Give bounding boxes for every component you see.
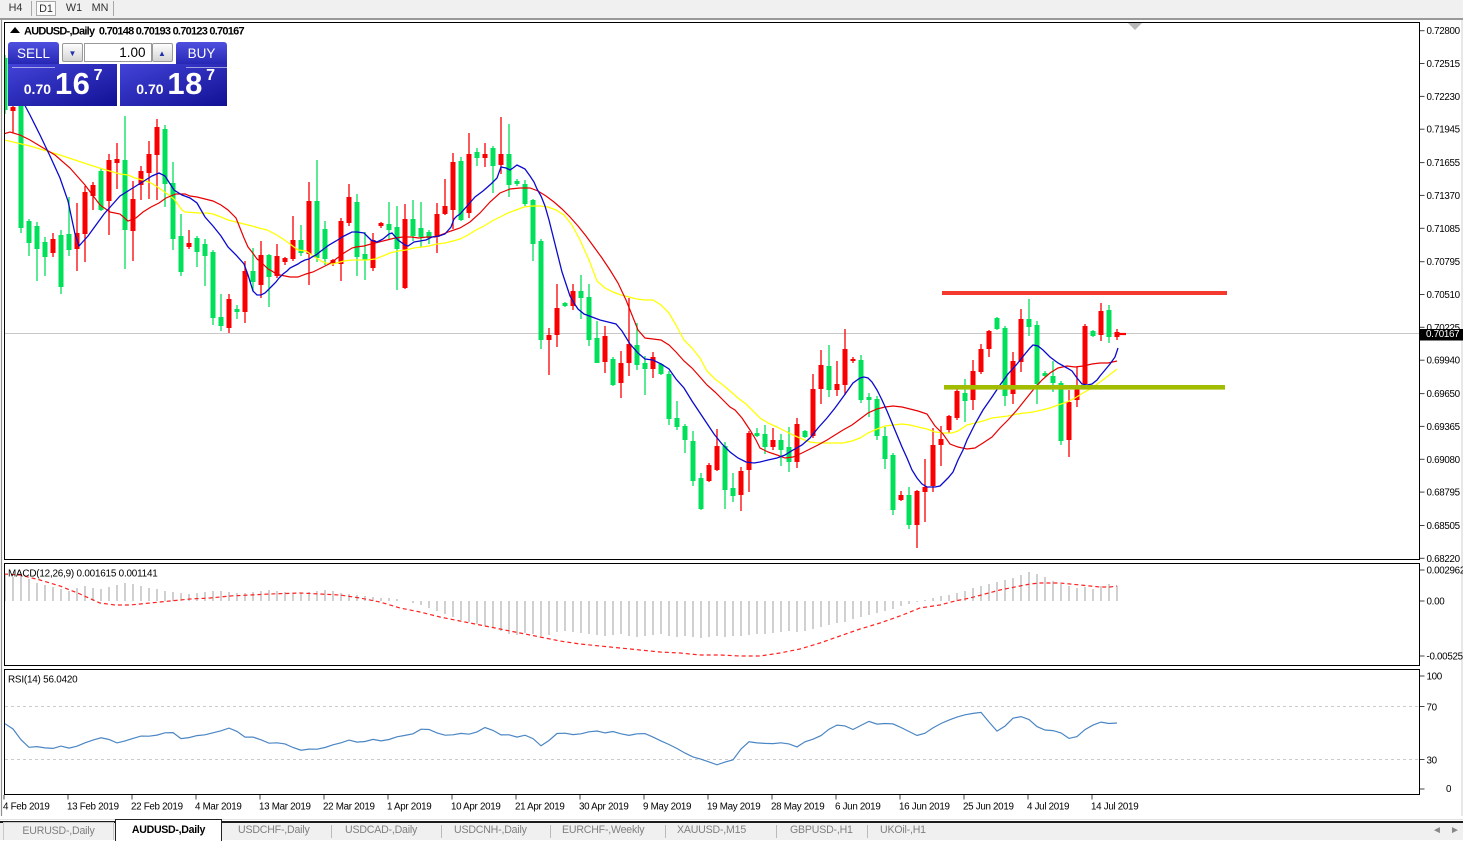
svg-text:10 Apr 2019: 10 Apr 2019	[451, 802, 501, 813]
svg-text:0.72515: 0.72515	[1427, 59, 1461, 70]
svg-text:4 Jul 2019: 4 Jul 2019	[1027, 802, 1069, 813]
svg-text:21 Apr 2019: 21 Apr 2019	[515, 802, 565, 813]
svg-text:0.68505: 0.68505	[1427, 521, 1461, 532]
svg-text:RSI(14) 56.0420: RSI(14) 56.0420	[8, 675, 78, 686]
svg-text:0.70510: 0.70510	[1427, 290, 1461, 301]
svg-text:30 Apr 2019: 30 Apr 2019	[579, 802, 629, 813]
svg-text:70: 70	[1427, 703, 1438, 714]
svg-text:1 Apr 2019: 1 Apr 2019	[387, 802, 431, 813]
svg-text:0.00: 0.00	[1427, 597, 1446, 608]
svg-text:0.69365: 0.69365	[1427, 422, 1461, 433]
svg-text:0.71655: 0.71655	[1427, 158, 1461, 169]
svg-text:0.69080: 0.69080	[1427, 455, 1461, 466]
svg-text:0.70795: 0.70795	[1427, 257, 1461, 268]
svg-text:9 May 2019: 9 May 2019	[643, 802, 691, 813]
svg-text:MACD(12,26,9) 0.001615 0.00114: MACD(12,26,9) 0.001615 0.001141	[8, 569, 158, 580]
svg-text:0.72800: 0.72800	[1427, 26, 1461, 37]
svg-text:4 Feb 2019: 4 Feb 2019	[3, 802, 50, 813]
svg-text:25 Jun 2019: 25 Jun 2019	[963, 802, 1014, 813]
svg-text:-0.005255: -0.005255	[1427, 652, 1463, 663]
svg-text:14 Jul 2019: 14 Jul 2019	[1091, 802, 1138, 813]
svg-text:0.69940: 0.69940	[1427, 356, 1461, 367]
svg-text:0.68795: 0.68795	[1427, 488, 1461, 499]
svg-text:0: 0	[1446, 784, 1452, 795]
svg-text:16 Jun 2019: 16 Jun 2019	[899, 802, 950, 813]
svg-text:30: 30	[1427, 756, 1438, 767]
svg-text:0.69650: 0.69650	[1427, 389, 1461, 400]
svg-text:6 Jun 2019: 6 Jun 2019	[835, 802, 880, 813]
svg-text:4 Mar 2019: 4 Mar 2019	[195, 802, 242, 813]
svg-text:0.71085: 0.71085	[1427, 224, 1461, 235]
svg-text:0.002962: 0.002962	[1427, 566, 1463, 577]
svg-text:0.68220: 0.68220	[1427, 554, 1461, 565]
svg-text:19 May 2019: 19 May 2019	[707, 802, 760, 813]
svg-text:28 May 2019: 28 May 2019	[771, 802, 824, 813]
svg-text:0.71945: 0.71945	[1427, 125, 1461, 136]
svg-text:0.72230: 0.72230	[1427, 92, 1461, 103]
svg-text:0.70167: 0.70167	[1426, 329, 1459, 340]
svg-text:13 Feb 2019: 13 Feb 2019	[67, 802, 119, 813]
svg-text:22 Feb 2019: 22 Feb 2019	[131, 802, 183, 813]
svg-text:0.71370: 0.71370	[1427, 191, 1461, 202]
svg-text:100: 100	[1427, 672, 1443, 683]
svg-text:22 Mar 2019: 22 Mar 2019	[323, 802, 375, 813]
svg-text:AUDUSD-,Daily 0.70148 0.70193: AUDUSD-,Daily 0.70148 0.70193 0.70123 0.…	[24, 26, 245, 38]
svg-text:13 Mar 2019: 13 Mar 2019	[259, 802, 311, 813]
